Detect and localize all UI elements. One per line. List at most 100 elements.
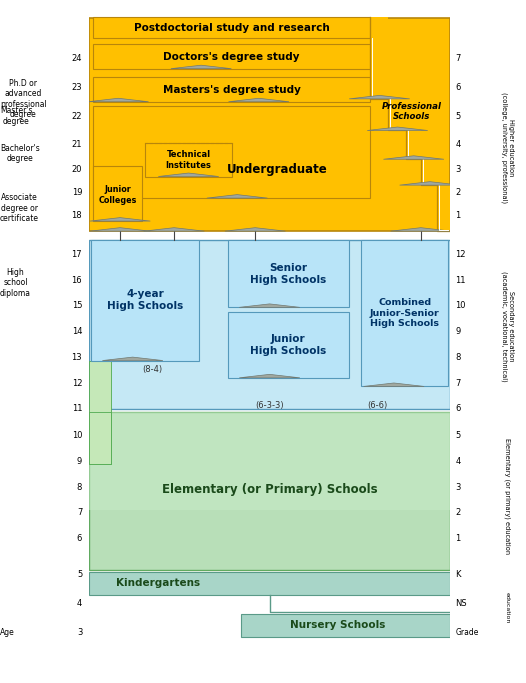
Text: 3: 3 bbox=[77, 628, 82, 637]
Polygon shape bbox=[383, 156, 444, 159]
Text: 9: 9 bbox=[455, 327, 460, 336]
Text: (6-6): (6-6) bbox=[368, 402, 388, 410]
Bar bbox=[241, 613, 450, 637]
Text: 1: 1 bbox=[455, 211, 460, 220]
Polygon shape bbox=[90, 218, 150, 221]
Text: Secondary education
(academic, vocational, technical): Secondary education (academic, vocationa… bbox=[501, 270, 514, 381]
Polygon shape bbox=[225, 227, 286, 231]
Text: Bachelor's
degree: Bachelor's degree bbox=[0, 144, 40, 163]
Text: 3: 3 bbox=[455, 165, 460, 173]
Text: (8-4): (8-4) bbox=[143, 365, 163, 374]
Text: Junior
High Schools: Junior High Schools bbox=[250, 334, 327, 356]
Text: Combined
Junior-Senior
High Schools: Combined Junior-Senior High Schools bbox=[370, 298, 440, 328]
Polygon shape bbox=[207, 195, 267, 198]
Bar bbox=[89, 361, 111, 464]
Text: 24: 24 bbox=[72, 54, 82, 63]
Text: 4: 4 bbox=[77, 599, 82, 608]
Text: 6: 6 bbox=[455, 83, 460, 92]
Polygon shape bbox=[367, 127, 428, 130]
Polygon shape bbox=[400, 182, 460, 185]
Bar bbox=[407, 130, 421, 159]
Text: 2: 2 bbox=[455, 188, 460, 197]
Bar bbox=[91, 240, 199, 361]
Text: Undergraduate: Undergraduate bbox=[226, 163, 327, 176]
Text: 10: 10 bbox=[72, 431, 82, 440]
Text: 7: 7 bbox=[455, 379, 460, 388]
Polygon shape bbox=[144, 227, 205, 231]
Polygon shape bbox=[228, 98, 289, 102]
Text: Higher education
(college, university, professional): Higher education (college, university, p… bbox=[501, 92, 514, 204]
Text: 4: 4 bbox=[455, 141, 460, 150]
Text: Elementary (or primary) education: Elementary (or primary) education bbox=[504, 438, 511, 554]
Text: 8: 8 bbox=[77, 483, 82, 492]
Text: Postdoctorial study and research: Postdoctorial study and research bbox=[134, 23, 330, 33]
Polygon shape bbox=[239, 304, 300, 307]
Bar bbox=[93, 44, 370, 69]
Bar bbox=[361, 240, 448, 387]
Text: 14: 14 bbox=[72, 327, 82, 336]
Text: 19: 19 bbox=[72, 188, 82, 197]
Bar bbox=[93, 167, 141, 221]
Text: 5: 5 bbox=[77, 570, 82, 579]
Text: Associate
degree or
certificate: Associate degree or certificate bbox=[0, 193, 39, 223]
Text: Masters's degree study: Masters's degree study bbox=[163, 85, 301, 95]
Text: 13: 13 bbox=[72, 353, 82, 362]
Text: 23: 23 bbox=[72, 83, 82, 92]
Text: Kindergartens: Kindergartens bbox=[116, 579, 200, 589]
Text: K: K bbox=[455, 570, 461, 579]
Text: 5: 5 bbox=[455, 111, 460, 121]
Bar bbox=[89, 572, 450, 595]
Polygon shape bbox=[88, 98, 148, 102]
Text: 20: 20 bbox=[72, 165, 82, 173]
Bar bbox=[145, 143, 232, 176]
Text: 1: 1 bbox=[455, 534, 460, 544]
Text: Doctors's degree study: Doctors's degree study bbox=[164, 52, 300, 61]
Text: 9: 9 bbox=[77, 457, 82, 466]
Text: Ph.D or
advanced
professional
degree: Ph.D or advanced professional degree bbox=[0, 79, 47, 119]
Polygon shape bbox=[349, 96, 410, 99]
Text: Technical
Institutes: Technical Institutes bbox=[166, 150, 211, 170]
Polygon shape bbox=[158, 173, 219, 176]
Text: High
school
diploma: High school diploma bbox=[0, 268, 31, 298]
Bar bbox=[228, 240, 349, 307]
Text: Junior
Colleges: Junior Colleges bbox=[98, 186, 137, 205]
Text: 7: 7 bbox=[455, 54, 460, 63]
Bar bbox=[89, 413, 450, 510]
Text: (6-3-3): (6-3-3) bbox=[255, 402, 284, 410]
Text: 17: 17 bbox=[72, 250, 82, 259]
Bar bbox=[89, 413, 450, 570]
Polygon shape bbox=[90, 227, 150, 231]
Text: 16: 16 bbox=[72, 275, 82, 285]
Text: Age: Age bbox=[0, 628, 15, 637]
Text: 18: 18 bbox=[72, 211, 82, 220]
Polygon shape bbox=[239, 374, 300, 378]
Text: 12: 12 bbox=[72, 379, 82, 388]
Text: 4: 4 bbox=[455, 457, 460, 466]
Text: 7: 7 bbox=[77, 508, 82, 518]
Text: education: education bbox=[505, 592, 510, 624]
Bar bbox=[389, 99, 407, 130]
Text: 10: 10 bbox=[455, 301, 466, 310]
Polygon shape bbox=[363, 383, 424, 387]
Polygon shape bbox=[103, 357, 163, 361]
Text: 2: 2 bbox=[455, 508, 460, 518]
Text: 12: 12 bbox=[455, 250, 466, 259]
Text: 4-year
High Schools: 4-year High Schools bbox=[107, 290, 184, 311]
Text: Senior
High Schools: Senior High Schools bbox=[250, 263, 327, 285]
Text: NS: NS bbox=[455, 599, 467, 608]
Text: 8: 8 bbox=[455, 353, 460, 362]
Text: Grade: Grade bbox=[455, 628, 479, 637]
Text: 3: 3 bbox=[455, 483, 460, 492]
Text: Elementary (or Primary) Schools: Elementary (or Primary) Schools bbox=[162, 484, 377, 497]
Bar bbox=[370, 17, 389, 99]
Bar bbox=[93, 77, 370, 102]
Text: 6: 6 bbox=[77, 534, 82, 544]
Bar bbox=[421, 159, 437, 185]
Bar bbox=[93, 106, 370, 198]
Bar bbox=[89, 18, 450, 231]
Bar bbox=[437, 185, 450, 231]
Text: Nursery Schools: Nursery Schools bbox=[290, 620, 386, 630]
Bar bbox=[93, 17, 370, 38]
Polygon shape bbox=[171, 65, 231, 69]
Text: 15: 15 bbox=[72, 301, 82, 310]
